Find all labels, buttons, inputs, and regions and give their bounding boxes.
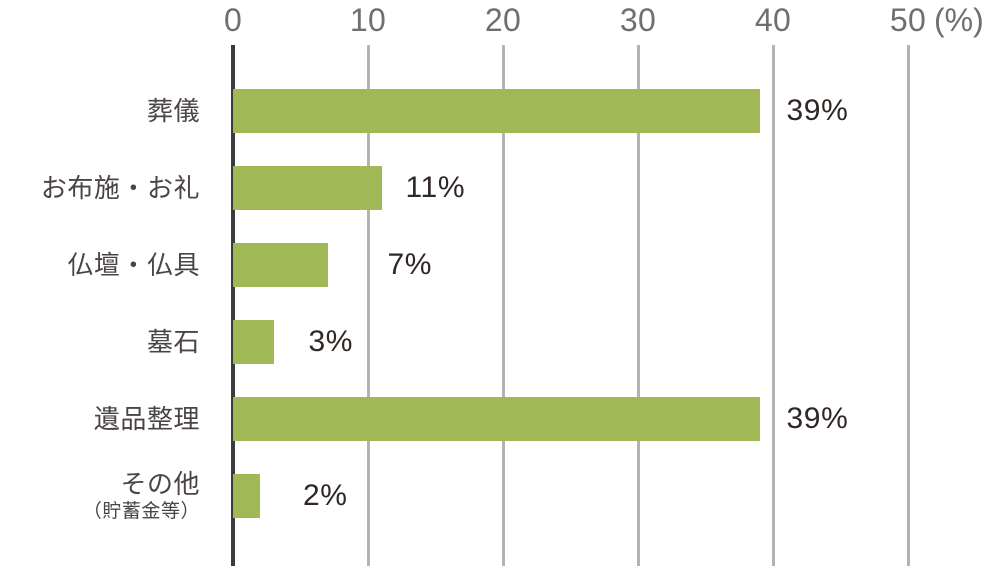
gridline-30 xyxy=(636,45,640,566)
bar-row-1 xyxy=(233,88,760,133)
category-label-text: 仏壇・仏具 xyxy=(67,249,200,280)
x-axis-tick-label-40: 40 xyxy=(754,2,792,38)
category-label-row-1: 葬儀 xyxy=(0,95,200,127)
category-label-text: その他 xyxy=(120,468,200,499)
bar-row-6 xyxy=(233,473,260,518)
value-label-row-3: 7% xyxy=(387,247,433,281)
gridline-10 xyxy=(366,45,370,566)
x-axis-tick-label-50: 50 xyxy=(889,2,927,38)
x-axis-unit-label: (%) xyxy=(934,2,984,38)
bar-row-2 xyxy=(233,165,382,210)
category-label-text: 墓石 xyxy=(146,326,200,357)
value-label-row-6: 2% xyxy=(303,478,348,512)
value-label-row-2: 11% xyxy=(405,170,466,204)
category-label-row-6: その他 （貯蓄金等） xyxy=(0,468,200,524)
value-label-row-5: 39% xyxy=(786,401,849,435)
bar-row-4 xyxy=(233,319,274,364)
gridline-50 xyxy=(906,45,910,566)
category-label-text: 遺品整理 xyxy=(93,403,200,434)
bar-row-5 xyxy=(233,396,760,441)
x-axis-tick-label-20: 20 xyxy=(484,2,522,38)
category-label-text: お布施・お礼 xyxy=(40,172,200,203)
category-label-text: 葬儀 xyxy=(146,95,200,126)
value-label-row-4: 3% xyxy=(308,324,354,358)
bar-row-3 xyxy=(233,242,328,287)
category-label-row-5: 遺品整理 xyxy=(0,403,200,435)
value-label-row-1: 39% xyxy=(786,93,849,127)
gridline-20 xyxy=(501,45,505,566)
category-sublabel-text: （貯蓄金等） xyxy=(82,500,200,522)
x-axis-tick-label-10: 10 xyxy=(349,2,387,38)
y-axis-line xyxy=(231,45,235,566)
x-axis-tick-label-30: 30 xyxy=(619,2,657,38)
x-axis-tick-label-0: 0 xyxy=(223,2,243,38)
gridline-40 xyxy=(771,45,775,566)
category-label-row-3: 仏壇・仏具 xyxy=(0,249,200,281)
category-label-row-2: お布施・お礼 xyxy=(0,172,200,204)
category-label-row-4: 墓石 xyxy=(0,326,200,358)
